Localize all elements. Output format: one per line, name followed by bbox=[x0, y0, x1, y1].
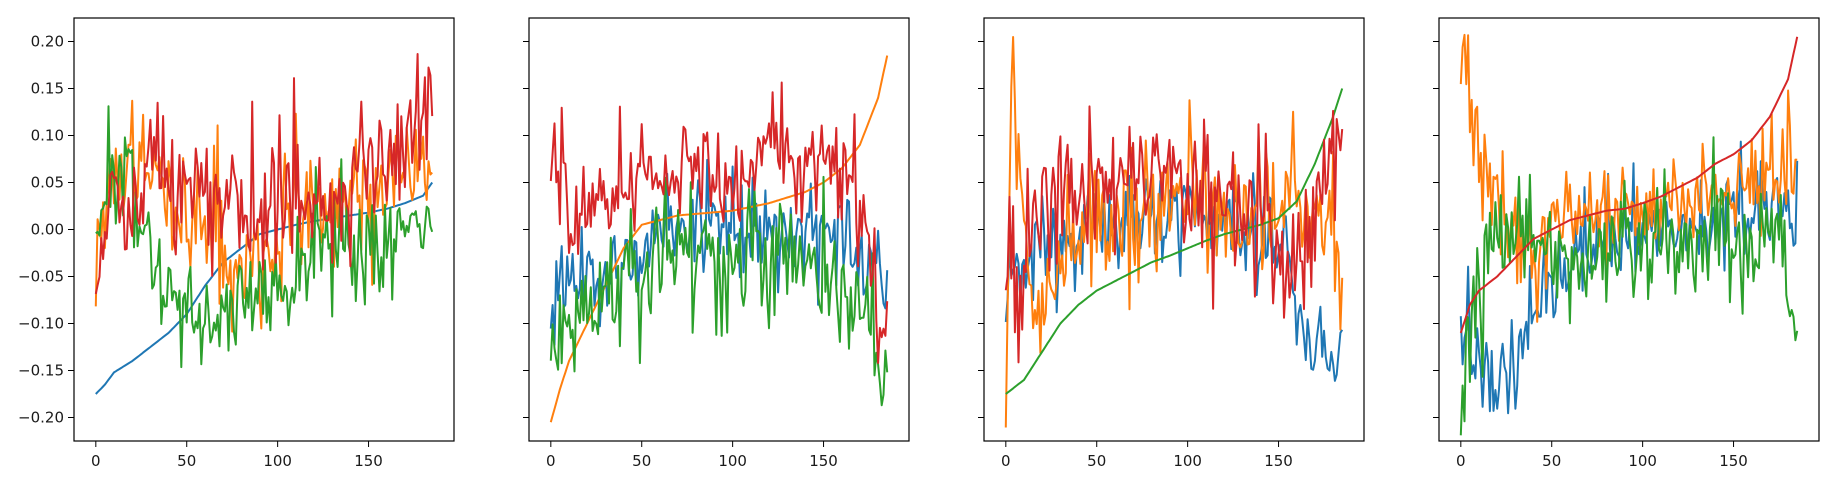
y-tick-label: −0.15 bbox=[18, 362, 64, 380]
series-line-red bbox=[1459, 36, 1799, 334]
x-tick-label: 0 bbox=[1001, 452, 1011, 470]
x-tick-label: 100 bbox=[263, 452, 292, 470]
x-tick-label: 50 bbox=[632, 452, 651, 470]
y-tick-label: −0.20 bbox=[18, 409, 64, 427]
x-tick-label: 50 bbox=[1542, 452, 1561, 470]
x-tick-label: 150 bbox=[354, 452, 383, 470]
series-line-red bbox=[1004, 105, 1344, 364]
x-tick-label: 0 bbox=[1456, 452, 1466, 470]
series-line-green bbox=[549, 175, 889, 407]
series-line-red bbox=[94, 53, 434, 295]
y-tick-label: −0.10 bbox=[18, 315, 64, 333]
y-tick-label: 0.10 bbox=[31, 127, 64, 145]
plot-area bbox=[1459, 33, 1799, 436]
plot-area bbox=[1004, 36, 1344, 428]
y-tick-label: 0.05 bbox=[31, 174, 64, 192]
series-line-green bbox=[1459, 136, 1799, 436]
subplot-2: 0 50 100 150 bbox=[523, 17, 910, 470]
x-tick-label: 100 bbox=[1628, 452, 1657, 470]
series-line-green bbox=[1005, 88, 1344, 395]
x-tick-label: 150 bbox=[809, 452, 838, 470]
series-line-green bbox=[95, 105, 434, 369]
subplot-4: 0 50 100 150 bbox=[1433, 17, 1820, 470]
plot-area bbox=[94, 53, 434, 395]
series-line-blue bbox=[549, 158, 889, 346]
y-tick-label: −0.05 bbox=[18, 268, 64, 286]
x-tick-label: 0 bbox=[546, 452, 556, 470]
y-tick-label: 0.20 bbox=[31, 33, 64, 51]
x-tick-label: 100 bbox=[1173, 452, 1202, 470]
subplot-3: 0 50 100 150 bbox=[978, 17, 1365, 470]
x-tick-label: 0 bbox=[91, 452, 101, 470]
x-tick-label: 150 bbox=[1264, 452, 1293, 470]
x-tick-label: 100 bbox=[718, 452, 747, 470]
x-tick-label: 50 bbox=[1087, 452, 1106, 470]
series-line-red bbox=[549, 81, 889, 364]
y-tick-label: 0.15 bbox=[31, 80, 64, 98]
series-line-orange bbox=[1004, 36, 1344, 428]
y-tick-label: 0.00 bbox=[31, 221, 64, 239]
subplot-1: 0 50 100 150 −0.20 −0.15 −0.10 −0.05 0.00 0.05 0.1… bbox=[18, 17, 455, 470]
x-tick-label: 50 bbox=[177, 452, 196, 470]
plot-area bbox=[549, 55, 889, 423]
series-line-orange bbox=[1459, 33, 1798, 323]
x-tick-label: 150 bbox=[1719, 452, 1748, 470]
